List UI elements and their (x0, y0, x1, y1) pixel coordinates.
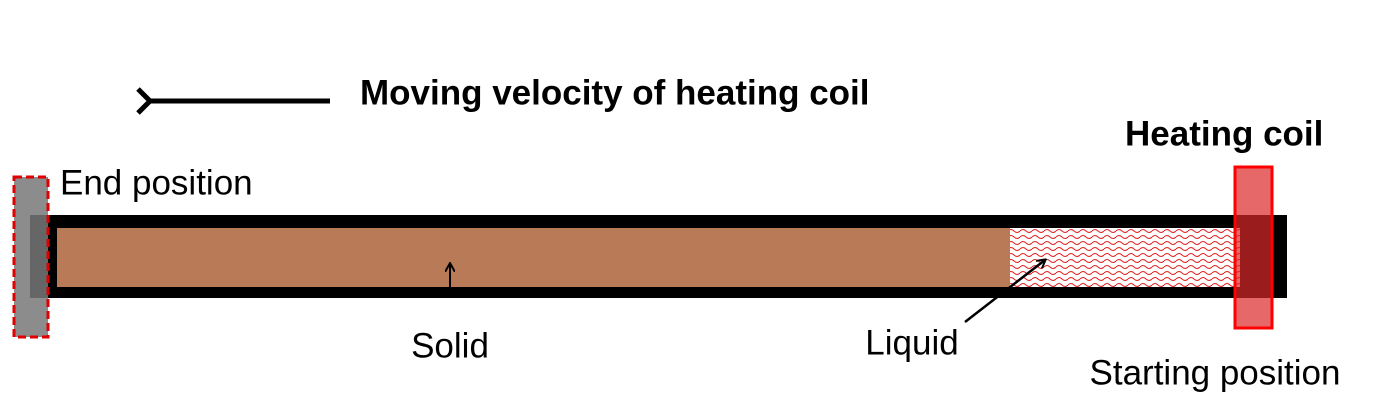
solid-label: Solid (411, 326, 489, 365)
end-coil (12, 175, 50, 339)
liquid-region (1010, 228, 1240, 287)
heating-coil (1233, 165, 1274, 330)
title: Moving velocity of heating coil (360, 73, 870, 112)
solid-region (57, 228, 1010, 287)
liquid-label: Liquid (865, 323, 958, 362)
liquid-arrow (964, 260, 1045, 323)
end-position-label: End position (60, 163, 253, 202)
starting-position-label: Starting position (1090, 353, 1341, 392)
heating-coil-label: Heating coil (1125, 114, 1323, 153)
